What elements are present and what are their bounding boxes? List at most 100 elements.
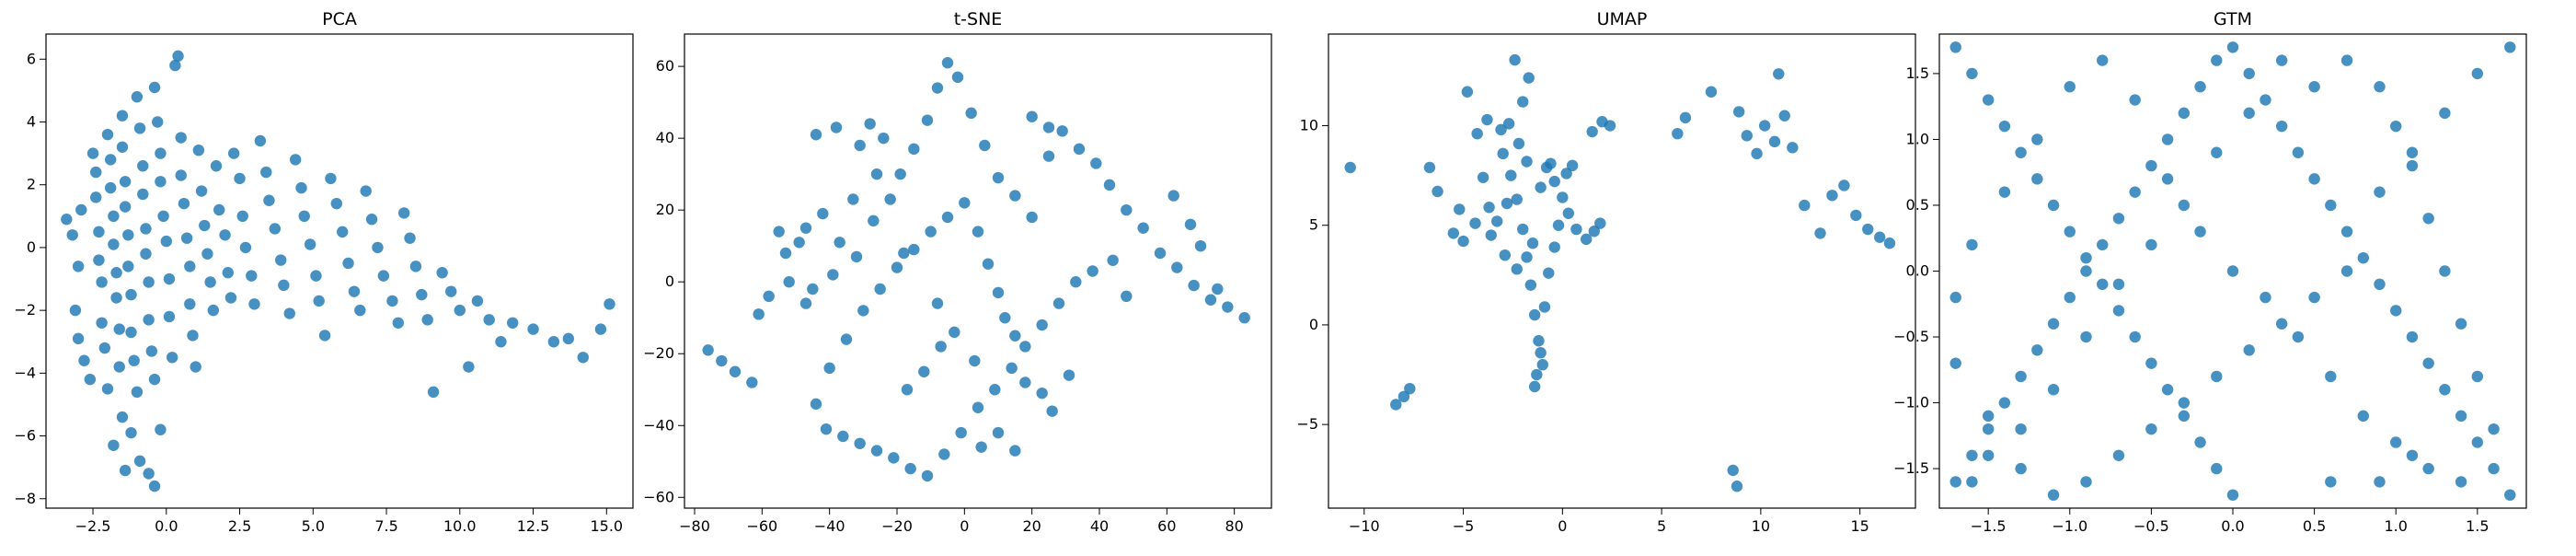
scatter-point (148, 373, 161, 386)
plot-area (61, 50, 615, 492)
scatter-point (1204, 294, 1217, 306)
scatter-point (110, 292, 122, 304)
scatter-point (979, 139, 991, 152)
scatter-point (143, 314, 155, 326)
scatter-point (166, 352, 178, 364)
scatter-point (878, 132, 890, 145)
scatter-point (840, 333, 853, 345)
scatter-point (155, 147, 167, 159)
scatter-point (1509, 53, 1521, 66)
axes-frame (1938, 33, 2527, 509)
scatter-point (86, 147, 99, 159)
scatter-point (178, 197, 190, 210)
scatter-point (1528, 380, 1541, 393)
y-tick-label: 0.0 (1906, 262, 1929, 280)
scatter-point (2374, 278, 2386, 291)
scatter-point (354, 304, 366, 317)
scatter-point (2145, 159, 2157, 172)
scatter-point (133, 455, 146, 468)
scatter-point (1586, 125, 1598, 138)
scatter-point (1046, 405, 1058, 417)
y-tick-label: 1.0 (1906, 130, 1929, 147)
scatter-point (254, 134, 267, 147)
scatter-point (1188, 279, 1200, 292)
scatter-point (1982, 423, 1995, 435)
scatter-point (2390, 436, 2402, 448)
scatter-point (1883, 237, 1896, 249)
scatter-point (1741, 130, 1753, 142)
scatter-point (236, 210, 248, 223)
y-tick-label: 5 (1309, 216, 1318, 234)
scatter-point (921, 469, 934, 482)
scatter-point (1982, 410, 1995, 423)
subplot-title: PCA (322, 9, 357, 29)
scatter-point (1087, 265, 1098, 277)
subplot-title: GTM (2214, 9, 2252, 29)
scatter-point (807, 283, 819, 295)
y-tick-label: 0 (27, 238, 36, 256)
scatter-point (2047, 489, 2060, 501)
scatter-point (830, 122, 843, 133)
scatter-point (2325, 476, 2337, 488)
scatter-point (1009, 190, 1021, 202)
scatter-point (195, 185, 208, 197)
scatter-point (1982, 449, 1995, 461)
scatter-point (204, 276, 216, 288)
scatter-point (931, 82, 944, 94)
scatter-point (874, 283, 886, 295)
scatter-point (1167, 190, 1179, 202)
scatter-point (1588, 226, 1601, 237)
scatter-point (304, 238, 316, 250)
scatter-point (360, 185, 372, 197)
scatter-point (941, 211, 954, 224)
scatter-point (1581, 233, 1593, 246)
scatter-point (1787, 142, 1799, 154)
scatter-point (128, 354, 140, 366)
scatter-point (93, 226, 105, 238)
scatter-point (2015, 462, 2027, 475)
y-tick-label: 0.5 (1906, 196, 1929, 214)
scatter-point (239, 241, 252, 254)
scatter-point (1850, 209, 1862, 222)
scatter-point (330, 197, 343, 210)
scatter-point (1523, 72, 1535, 84)
scatter-point (547, 336, 560, 348)
scatter-point (1548, 175, 1560, 188)
scatter-point (989, 384, 1001, 396)
scatter-point (454, 304, 466, 317)
scatter-point (2308, 81, 2320, 93)
x-tick-label: 0.0 (155, 517, 178, 535)
scatter-point (283, 307, 295, 319)
scatter-point (131, 91, 144, 103)
x-tick-label: −20 (881, 517, 913, 535)
scatter-point (2439, 384, 2451, 396)
subplot-4: GTM −1.5 −1.0 −0.5 0.0 0.5 1.0 1.5 −1.5 −1.0 −0.5 0… (1893, 9, 2527, 535)
scatter-point (1517, 223, 1529, 236)
scatter-point (1423, 161, 1436, 174)
scatter-point (143, 468, 155, 480)
scatter-point (1090, 157, 1102, 169)
scatter-point (104, 181, 117, 194)
scatter-point (1019, 341, 1031, 353)
x-tick-label: −80 (679, 517, 710, 535)
scatter-point (184, 298, 196, 310)
scatter-point (397, 207, 410, 219)
scatter-point (2178, 107, 2191, 120)
scatter-point (2243, 107, 2255, 120)
scatter-point (1727, 464, 1739, 477)
scatter-point (1524, 279, 1537, 291)
subplot-2: t-SNE −80 −60 −40 −20 0 20 40 60 80 −60 −40 −20 0 20 40… (643, 9, 1272, 535)
scatter-point (1121, 290, 1133, 303)
scatter-point (93, 254, 105, 266)
scatter-point (1512, 137, 1525, 150)
scatter-point (263, 194, 275, 206)
scatter-point (125, 426, 137, 439)
scatter-point (2226, 489, 2239, 501)
scatter-point (901, 384, 914, 396)
scatter-point (2340, 226, 2353, 237)
scatter-point (471, 295, 484, 307)
x-tick-label: 5.0 (302, 517, 325, 535)
scatter-point (207, 304, 220, 317)
scatter-point (972, 226, 984, 237)
